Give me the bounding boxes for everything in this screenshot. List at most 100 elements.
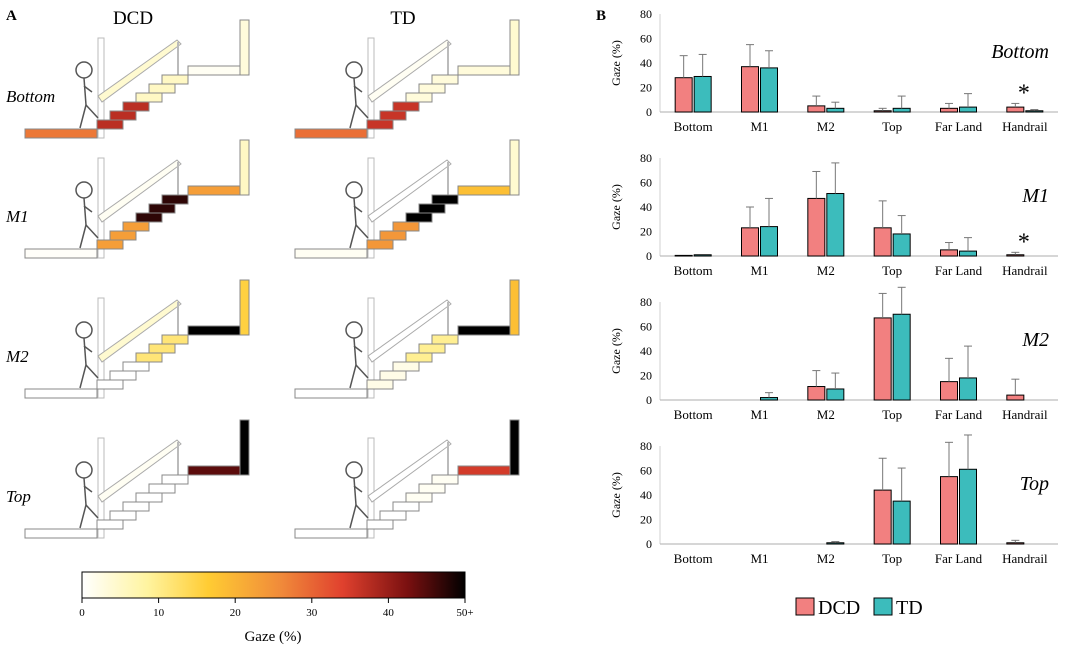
- x-tick-label-handrail: Handrail: [1002, 407, 1048, 422]
- stair-top-td-region-m2-step: [431, 474, 459, 485]
- stair-bottom-dcd-region-m1-step: [122, 101, 150, 112]
- y-tick-label: 20: [640, 369, 652, 383]
- stair-m2-dcd-handrail-post: [97, 297, 105, 399]
- y-tick-label: 40: [640, 56, 652, 70]
- stair-m1-dcd-region-handrail: [97, 159, 182, 223]
- y-tick-label: 20: [640, 81, 652, 95]
- x-tick-label-bottom: Bottom: [674, 407, 713, 422]
- x-tick-label-handrail: Handrail: [1002, 119, 1048, 134]
- stair-bottom-td-region-handrail: [367, 39, 452, 103]
- y-axis-label: Gaze (%): [609, 472, 623, 518]
- stair-top-td-figure: [345, 461, 369, 529]
- stair-m2-dcd-region-m2-step: [135, 352, 163, 363]
- colorbar-gradient: [81, 571, 466, 599]
- chart-top: 0 20 40 60 80 Gaze (%) Top Bottom M1 M2 Top Far Lan…: [609, 434, 1058, 566]
- stair-bottom-dcd: [24, 19, 250, 139]
- stair-bottom-td-region-m1-step: [392, 101, 420, 112]
- x-tick-label-far-land: Far Land: [935, 119, 983, 134]
- bar-charts: 0 20 40 60 80 Gaze (%) Bottom Bottom M1 M2 Top Far …: [609, 7, 1058, 566]
- stair-m1-td-region-m1-step: [392, 221, 420, 232]
- stair-bottom-dcd-region-m2-step: [135, 92, 163, 103]
- x-tick-label-top: Top: [882, 119, 902, 134]
- y-tick-label: 80: [640, 7, 652, 21]
- stair-top-td-region-far-land: [509, 419, 520, 476]
- x-tick-label-top: Top: [882, 263, 902, 278]
- stair-bottom-dcd-region-handrail: [97, 39, 182, 103]
- chart-bottom: 0 20 40 60 80 Gaze (%) Bottom Bottom M1 M2 Top Far …: [609, 7, 1058, 134]
- bar-dcd-m2: [807, 105, 826, 113]
- stair-top-td-handrail-post: [367, 437, 375, 539]
- bar-td-bottom: [693, 75, 712, 113]
- bar-dcd-handrail: [1006, 394, 1025, 401]
- stair-bottom-td-region-bottom: [294, 128, 368, 139]
- x-tick-label-m2: M2: [817, 119, 835, 134]
- stair-top-dcd-region-m2-step: [148, 483, 176, 494]
- stair-top-dcd-figure: [75, 461, 99, 529]
- bar-td-far-land: [959, 377, 977, 401]
- stair-m2-dcd-figure: [75, 321, 99, 389]
- stair-m2-dcd-region-m1-step: [109, 370, 137, 381]
- x-tick-label-far-land: Far Land: [935, 263, 983, 278]
- stair-bottom-td-region-m2-step: [418, 83, 446, 94]
- bar-td-handrail: [1025, 110, 1044, 113]
- bar-td-far-land: [959, 250, 977, 257]
- bar-dcd-handrail: [1006, 542, 1025, 545]
- column-label-td: TD: [390, 8, 415, 29]
- stair-m1-dcd-region-bottom: [24, 248, 98, 259]
- bar-dcd-far-land: [940, 249, 958, 257]
- colorbar-ticks: 0 10 20 30 40 50+: [79, 598, 474, 619]
- stair-top-dcd-region-m2-step: [135, 492, 163, 503]
- colorbar-tick-label-30: 30: [306, 607, 318, 619]
- stair-m2-dcd-region-m1-step: [96, 379, 124, 390]
- stair-top-td-region-m1-step: [379, 510, 407, 521]
- bar-dcd-far-land: [940, 476, 958, 545]
- stair-bottom-dcd-region-m1-step: [109, 110, 137, 121]
- bar-td-far-land: [959, 106, 977, 113]
- x-tick-label-top: Top: [882, 407, 902, 422]
- x-tick-label-bottom: Bottom: [674, 119, 713, 134]
- stair-top-dcd-region-m1-step: [109, 510, 137, 521]
- stair-m2-td-region-m2-step: [405, 352, 433, 363]
- stair-m1-td-region-handrail: [367, 159, 452, 223]
- y-tick-label: 60: [640, 320, 652, 334]
- y-tick-label: 0: [646, 393, 652, 407]
- x-tick-label-m1: M1: [750, 263, 768, 278]
- chart-m1: 0 20 40 60 80 Gaze (%) M1 Bottom M1 M2 Top Far Land…: [609, 151, 1058, 278]
- bar-td-m2: [826, 107, 845, 113]
- stair-m1-dcd: [24, 139, 250, 259]
- chart-title: Top: [1020, 473, 1049, 495]
- stair-m2-dcd-region-m2-step: [161, 334, 189, 345]
- bar-td-m1: [760, 397, 778, 401]
- stair-m1-dcd-region-m1-step: [96, 239, 124, 250]
- stair-top-dcd-region-m1-step: [122, 501, 150, 512]
- stair-m2-td-figure: [345, 321, 369, 389]
- bar-dcd-top: [873, 317, 892, 401]
- chart-title: M1: [1021, 185, 1049, 207]
- bar-dcd-m2: [807, 386, 826, 401]
- bar-dcd-bottom: [674, 254, 693, 257]
- stair-m1-td-handrail-post: [367, 157, 375, 259]
- y-axis-label: Gaze (%): [609, 184, 623, 230]
- bar-dcd-far-land: [940, 381, 958, 401]
- y-axis-label: Gaze (%): [609, 328, 623, 374]
- y-tick-label: 80: [640, 439, 652, 453]
- x-tick-label-far-land: Far Land: [935, 407, 983, 422]
- row-label-bottom: Bottom: [6, 87, 55, 106]
- bar-td-m2: [826, 388, 845, 401]
- y-tick-label: 20: [640, 513, 652, 527]
- bar-dcd-top: [873, 489, 892, 545]
- x-tick-label-m1: M1: [750, 551, 768, 566]
- y-tick-label: 80: [640, 295, 652, 309]
- stair-bottom-td-region-top: [457, 65, 511, 76]
- stair-bottom-dcd-figure: [75, 61, 99, 129]
- y-tick-label: 60: [640, 176, 652, 190]
- colorbar: 0 10 20 30 40 50+ Gaze (%): [79, 571, 474, 645]
- stair-top-dcd-region-handrail: [97, 439, 182, 503]
- stair-m1-td-region-m2-step: [405, 212, 433, 223]
- stair-top-td-region-handrail: [367, 439, 452, 503]
- stair-top-td-region-top: [457, 465, 511, 476]
- stair-bottom-dcd-region-m2-step: [161, 74, 189, 85]
- bar-td-top: [892, 107, 911, 113]
- colorbar-title: Gaze (%): [244, 629, 301, 645]
- legend-swatch-td: [873, 597, 893, 616]
